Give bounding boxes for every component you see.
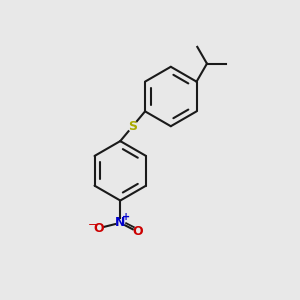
Text: O: O bbox=[94, 222, 104, 235]
Text: O: O bbox=[132, 225, 143, 238]
Text: +: + bbox=[122, 212, 130, 223]
Text: N: N bbox=[115, 216, 125, 229]
Text: −: − bbox=[88, 220, 97, 230]
Text: S: S bbox=[128, 120, 137, 133]
